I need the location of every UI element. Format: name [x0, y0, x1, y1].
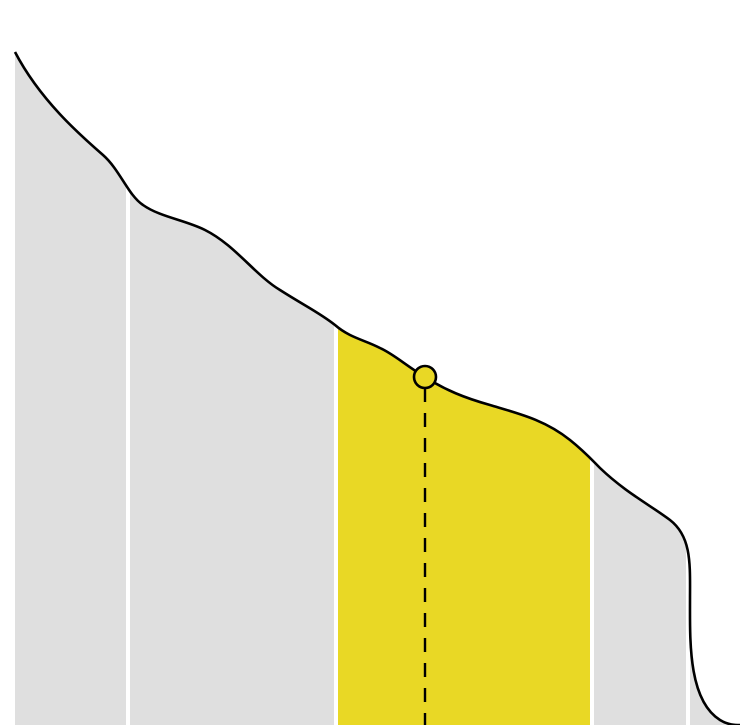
band-1 [15, 52, 126, 725]
band-5 [690, 52, 740, 725]
band-3-highlighted [338, 52, 590, 725]
band-2 [130, 52, 334, 725]
band-4 [594, 52, 686, 725]
marker-point [412, 364, 438, 390]
bands [15, 52, 740, 725]
